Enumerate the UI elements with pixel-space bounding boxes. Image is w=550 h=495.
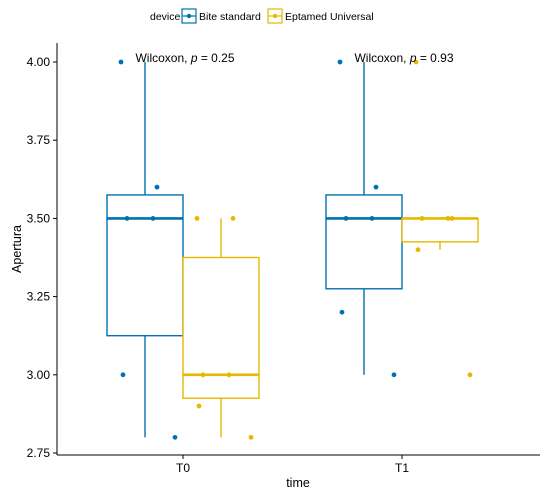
data-point	[120, 372, 126, 378]
data-point	[467, 372, 473, 378]
box-bite-standard-t0	[106, 62, 184, 438]
data-point	[230, 216, 236, 221]
legend-item-eptamed-universal: Eptamed Universal	[267, 8, 374, 24]
y-axis: 2.75 3.00 3.25 3.50 3.75 4.00	[27, 43, 58, 460]
legend-key-dot	[272, 13, 278, 19]
data-point	[449, 216, 455, 221]
annotation-p: p	[190, 51, 198, 65]
data-point	[118, 59, 124, 65]
data-point	[248, 434, 254, 440]
data-point	[226, 372, 232, 378]
box-bite-standard-t1	[325, 62, 403, 375]
data-point	[413, 59, 419, 65]
box-iqr	[182, 256, 260, 399]
annotation-method: Wilcoxon,	[135, 51, 190, 65]
data-point	[196, 403, 202, 409]
box-eptamed-universal-t0	[182, 218, 260, 438]
data-point	[339, 309, 345, 315]
y-tick-label: 3.25	[27, 290, 51, 304]
x-axis-title: time	[286, 476, 310, 490]
data-point	[154, 184, 160, 190]
legend-title: device	[150, 11, 181, 23]
annotation-pvalue: = 0.93	[417, 51, 454, 65]
legend-label: Eptamed Universal	[285, 11, 374, 23]
legend-key-dot	[186, 13, 192, 19]
data-point	[337, 59, 343, 65]
wilcoxon-annotation: Wilcoxon, p = 0.93	[354, 51, 453, 65]
wilcoxon-annotation: Wilcoxon, p = 0.25	[135, 51, 234, 65]
y-tick-label: 2.75	[27, 446, 51, 460]
data-point	[391, 372, 397, 378]
data-point	[343, 216, 349, 221]
data-point	[415, 247, 421, 253]
y-axis-title: Apertura	[10, 225, 24, 273]
y-tick-label: 4.00	[27, 55, 51, 69]
data-points	[118, 59, 473, 440]
legend-label: Bite standard	[199, 11, 261, 23]
box-series	[106, 62, 479, 438]
x-axis: T0 T1	[57, 454, 540, 475]
box-iqr	[106, 194, 184, 337]
data-point	[200, 372, 206, 378]
annotation-p: p	[409, 51, 417, 65]
y-tick-label: 3.75	[27, 133, 51, 147]
y-tick-label: 3.50	[27, 211, 51, 225]
y-tick-label: 3.00	[27, 368, 51, 382]
box-eptamed-universal-t1	[401, 217, 479, 250]
annotation-method: Wilcoxon,	[354, 51, 409, 65]
data-point	[194, 216, 200, 221]
x-tick-label: T0	[176, 461, 190, 475]
data-point	[369, 216, 375, 221]
box-iqr	[325, 194, 403, 290]
x-tick-label: T1	[395, 461, 409, 475]
legend: device Bite standard Eptamed Universal	[150, 8, 374, 24]
data-point	[172, 434, 178, 440]
data-point	[373, 184, 379, 190]
annotation-pvalue: = 0.25	[198, 51, 235, 65]
box-iqr	[401, 217, 479, 243]
data-point	[150, 216, 156, 221]
data-point	[419, 216, 425, 221]
data-point	[445, 216, 451, 221]
data-point	[124, 216, 130, 221]
legend-item-bite-standard: Bite standard	[181, 8, 261, 24]
annotations: Wilcoxon, p = 0.25 Wilcoxon, p = 0.93	[135, 51, 453, 65]
